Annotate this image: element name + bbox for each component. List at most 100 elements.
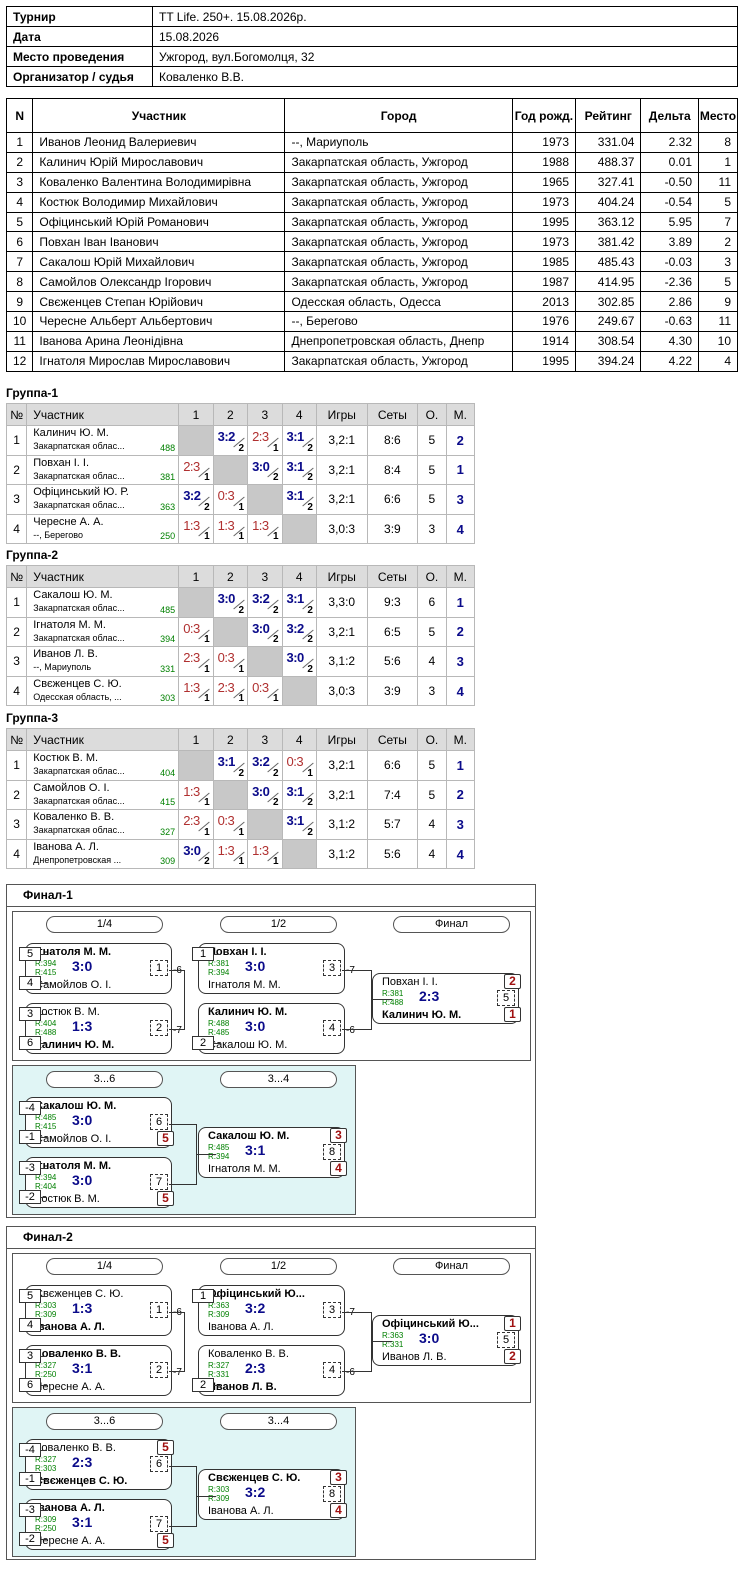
delta: 2.32 — [640, 132, 699, 153]
main-bracket-area — [12, 911, 531, 1061]
bracket-line — [41, 1385, 47, 1386]
match-points: 1 — [238, 501, 245, 513]
bracket-line — [41, 1510, 47, 1511]
sets: 6:5 — [366, 616, 419, 648]
player-1: Сакалош Ю. М. — [35, 1100, 117, 1112]
games: 3,2:1 — [315, 779, 368, 811]
set-score: 2:3 — [183, 458, 200, 474]
group-header-row: № Участник 1 2 3 4 Игры Сеты О. М. — [5, 728, 476, 751]
set-score: 0:3 — [286, 754, 304, 769]
row-number: 2 — [5, 454, 28, 486]
place: 3 — [445, 809, 476, 840]
delta: -0.63 — [640, 311, 699, 332]
player-cell: Сакалош Ю. М. Закарпатская облас... 485 — [26, 587, 180, 618]
set-score: 0:3 — [217, 650, 235, 666]
loser-target: -7 — [173, 1367, 182, 1378]
match-box: Коваленко В. В. R:327 R:331 2:3 4 Иванов Л. В… — [198, 1345, 345, 1396]
row-number: 3 — [5, 484, 28, 515]
player-2: Костюк В. М. — [35, 1193, 100, 1205]
match-box: Коваленко В. В. R:327 R:250 3:1 2 Чересне А. … — [25, 1345, 172, 1396]
match-points: 2 — [272, 767, 279, 779]
place: 11 — [698, 311, 738, 332]
set-score: 3:1 — [217, 754, 236, 769]
score-cell: 1:3 1 — [178, 675, 214, 707]
bracket-line — [41, 1356, 47, 1357]
player-1: Іванова А. Л. — [35, 1502, 105, 1514]
set-score: 0:3 — [217, 813, 235, 829]
set-score: 2:3 — [183, 813, 200, 829]
games: 3,2:1 — [315, 454, 368, 486]
player-2-rating: R:250 — [35, 1370, 57, 1379]
player-cell: Иванов Л. В. --, Мариуполь 331 — [26, 646, 180, 677]
match-result: 3:2 — [245, 1300, 266, 1316]
group-col-header: 1 — [178, 728, 214, 751]
place-value: 2 — [456, 787, 464, 803]
group-row: 1 Калинич Ю. М. Закарпатская облас... 488 3:… — [5, 425, 476, 456]
self-cell — [212, 454, 249, 486]
group-col-header: 2 — [212, 565, 249, 588]
score-cell: 0:3 1 — [212, 646, 249, 677]
player-cell: Калинич Ю. М. Закарпатская облас... 488 — [26, 425, 180, 456]
bracket-line — [41, 1168, 47, 1169]
player-2: Калинич Ю. М. — [35, 1039, 115, 1051]
participant-row: 9 Свєженцев Степан Юрійович Одесская облас… — [5, 291, 738, 313]
player-2-rating: R:394 — [208, 968, 230, 977]
self-cell — [281, 675, 317, 707]
bracket-line — [169, 1312, 184, 1313]
score-cell: 2:3 1 — [178, 809, 214, 840]
self-cell — [178, 587, 214, 618]
player-cell: Костюк В. М. Закарпатская облас... 404 — [26, 750, 180, 781]
final-title: Финал-2 — [7, 1227, 535, 1249]
bracket-line — [41, 1325, 47, 1326]
bracket-line — [184, 970, 185, 1030]
player-1: Свєженцев С. Ю. — [35, 1288, 124, 1300]
row-number: 1 — [5, 132, 34, 153]
score-cell: 1:3 1 — [178, 513, 214, 545]
set-score: 3:1 — [286, 488, 305, 504]
player-2: Свєженцев С. Ю. — [35, 1475, 128, 1487]
player-1-rating: R:485 — [35, 1113, 57, 1122]
bracket-line — [214, 1296, 220, 1297]
seed: -1 — [19, 1130, 41, 1144]
round-label: 3...4 — [220, 1413, 337, 1430]
place-value: 4 — [456, 683, 464, 699]
bracket-line — [41, 1539, 47, 1540]
player-1-rating: R:327 — [208, 1361, 230, 1370]
place: 7 — [698, 211, 738, 233]
set-score: 3:1 — [286, 783, 305, 799]
participant-name: Иванов Леонид Валериевич — [32, 132, 286, 153]
place-value: 1 — [456, 594, 464, 610]
match-points: 2 — [307, 797, 313, 809]
score-cell: 0:3 1 — [212, 809, 249, 840]
player-1-rating: R:303 — [35, 1301, 57, 1310]
bracket-line — [41, 1043, 47, 1044]
match-points: 1 — [238, 856, 245, 868]
tournament-info-table: Турнир TT Life. 250+. 15.08.2026р. Дата 15… — [6, 6, 738, 87]
player-1-rating: R:303 — [208, 1485, 230, 1494]
group-col-header: № — [5, 403, 28, 426]
final-place: 2 — [504, 1349, 521, 1364]
set-score: 1:3 — [183, 679, 200, 695]
match-points: 1 — [238, 693, 245, 705]
games: 3,3:0 — [315, 587, 368, 618]
games: 3,2:1 — [315, 425, 368, 456]
bracket-line — [41, 1137, 47, 1138]
player-name: Калинич Ю. М. — [33, 427, 109, 439]
player-2-rating: R:488 — [382, 998, 404, 1007]
bracket-line — [169, 1124, 197, 1125]
delta: 5.95 — [640, 211, 699, 233]
player-2: Иванов Л. В. — [208, 1381, 277, 1393]
player-1-rating: R:394 — [35, 1173, 57, 1182]
player-1-rating: R:381 — [208, 959, 230, 968]
match-points: 1 — [238, 663, 245, 675]
score-cell: 2:3 1 — [178, 646, 214, 677]
place-value: 2 — [456, 624, 464, 640]
set-score: 3:2 — [183, 488, 201, 504]
player-2-rating: R:309 — [208, 1310, 230, 1319]
final-place: 5 — [157, 1191, 174, 1206]
match-result: 3:0 — [72, 1112, 93, 1128]
player-1: Ігнатоля М. М. — [35, 946, 112, 958]
participant-row: 5 Офіцинський Юрій Романович Закарпатская … — [5, 211, 738, 233]
place: 3 — [698, 251, 738, 273]
venue-label: Место проведения — [6, 46, 153, 67]
